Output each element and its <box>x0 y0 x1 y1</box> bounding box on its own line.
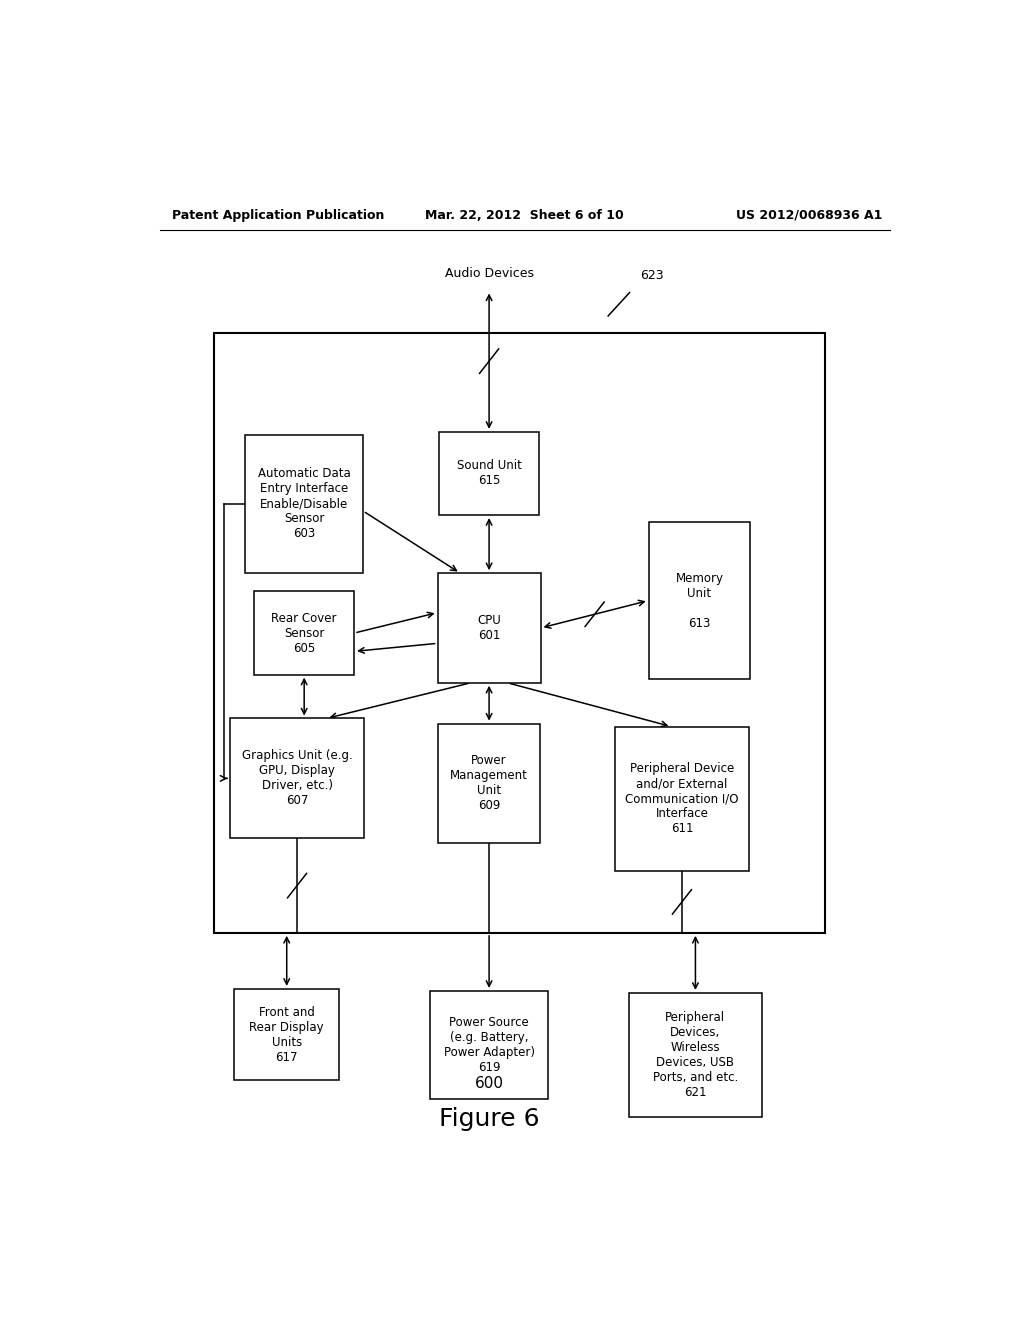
FancyBboxPatch shape <box>430 991 548 1098</box>
Text: Sound Unit
615: Sound Unit 615 <box>457 459 521 487</box>
Text: Automatic Data
Entry Interface
Enable/Disable
Sensor
603: Automatic Data Entry Interface Enable/Di… <box>258 467 350 540</box>
Text: Memory
Unit

613: Memory Unit 613 <box>676 572 723 630</box>
Text: 600: 600 <box>474 1076 504 1090</box>
Text: Rear Cover
Sensor
605: Rear Cover Sensor 605 <box>271 611 337 655</box>
FancyBboxPatch shape <box>615 726 749 871</box>
Text: Peripheral
Devices,
Wireless
Devices, USB
Ports, and etc.
621: Peripheral Devices, Wireless Devices, US… <box>652 1011 738 1098</box>
Text: Audio Devices: Audio Devices <box>444 268 534 280</box>
FancyBboxPatch shape <box>214 333 824 933</box>
FancyBboxPatch shape <box>246 434 362 573</box>
Text: 623: 623 <box>640 269 664 282</box>
FancyBboxPatch shape <box>230 718 364 838</box>
Text: Graphics Unit (e.g.
GPU, Display
Driver, etc.)
607: Graphics Unit (e.g. GPU, Display Driver,… <box>242 750 352 808</box>
Text: Figure 6: Figure 6 <box>438 1107 540 1131</box>
FancyBboxPatch shape <box>439 432 539 515</box>
FancyBboxPatch shape <box>438 723 540 843</box>
Text: Power Source
(e.g. Battery,
Power Adapter)
619: Power Source (e.g. Battery, Power Adapte… <box>443 1015 535 1073</box>
Text: Power
Management
Unit
609: Power Management Unit 609 <box>451 755 528 813</box>
FancyBboxPatch shape <box>629 993 762 1117</box>
FancyBboxPatch shape <box>437 573 541 682</box>
Text: Peripheral Device
and/or External
Communication I/O
Interface
611: Peripheral Device and/or External Commun… <box>626 762 738 836</box>
FancyBboxPatch shape <box>648 521 751 680</box>
FancyBboxPatch shape <box>254 591 354 675</box>
Text: CPU
601: CPU 601 <box>477 614 501 642</box>
Text: Front and
Rear Display
Units
617: Front and Rear Display Units 617 <box>250 1006 324 1064</box>
Text: US 2012/0068936 A1: US 2012/0068936 A1 <box>735 209 882 222</box>
Text: Patent Application Publication: Patent Application Publication <box>172 209 384 222</box>
Text: Mar. 22, 2012  Sheet 6 of 10: Mar. 22, 2012 Sheet 6 of 10 <box>425 209 625 222</box>
FancyBboxPatch shape <box>234 989 339 1080</box>
